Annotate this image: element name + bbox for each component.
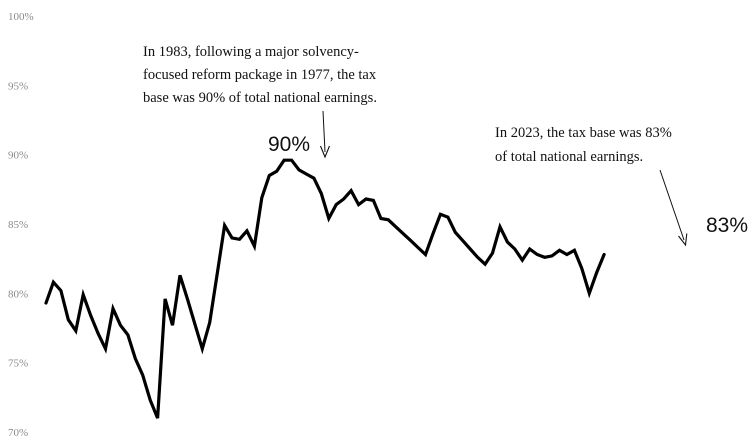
annotation-1983-line-1: In 1983, following a major solvency- (143, 44, 359, 60)
series-line (44, 158, 606, 419)
annotation-1983-arrow-line (322, 110, 326, 153)
annotation-1983: In 1983, following a major solvency- foc… (143, 44, 377, 159)
annotation-2023-arrow-head (678, 233, 688, 247)
annotation-2023-arrow-line (659, 169, 685, 241)
y-tick-label: 100% (8, 11, 34, 23)
annotation-2023-value-label: 83% (706, 214, 748, 237)
annotation-1983-line-2: focused reform package in 1977, the tax (143, 67, 377, 83)
annotation-2023: In 2023, the tax base was 83% of total n… (495, 125, 748, 247)
annotation-2023-line-1: In 2023, the tax base was 83% (495, 125, 672, 141)
annotation-1983-arrow-head (319, 145, 331, 159)
y-tick-label: 85% (8, 219, 28, 231)
annotation-2023-line-2: of total national earnings. (495, 149, 643, 165)
series-layer (44, 158, 606, 419)
y-tick-label: 90% (8, 150, 28, 162)
y-tick-label: 70% (8, 427, 28, 439)
y-tick-label: 95% (8, 80, 28, 92)
annotation-1983-value-label: 90% (268, 133, 310, 156)
annotation-1983-line-3: base was 90% of total national earnings. (143, 90, 377, 106)
y-axis: 100% 95% 90% 85% 80% 75% 70% (8, 11, 34, 439)
y-tick-label: 80% (8, 288, 28, 300)
y-tick-label: 75% (8, 358, 28, 370)
